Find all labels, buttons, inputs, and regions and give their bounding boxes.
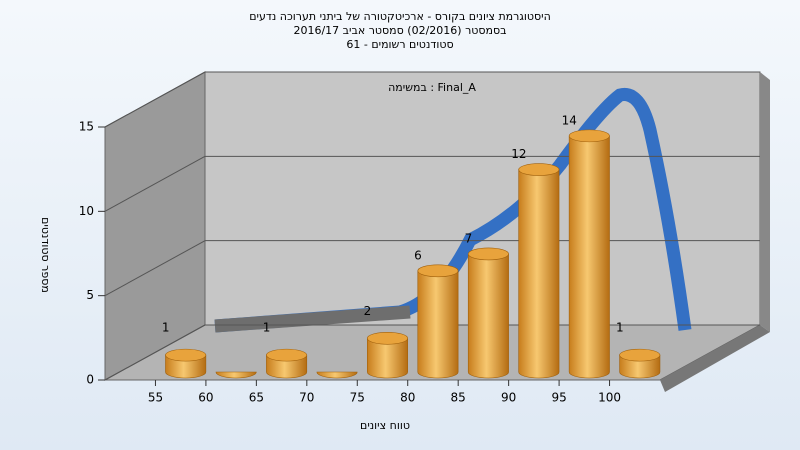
data-label: 1 <box>616 321 624 335</box>
bar <box>467 253 509 379</box>
y-tick-label: 15 <box>79 120 94 134</box>
annotation: במשימה : Final_A <box>388 81 476 94</box>
bar <box>518 169 560 379</box>
bar <box>215 371 257 379</box>
x-tick-label: 95 <box>551 391 566 405</box>
x-tick-label: 55 <box>148 391 163 405</box>
bar-top <box>518 163 560 176</box>
distribution-curve <box>214 87 692 333</box>
bar-top <box>266 348 308 362</box>
data-label: 1 <box>162 321 170 335</box>
grid-line <box>104 240 206 297</box>
title-line: בסמסטר (02/2016) סמסטר אביב 2016/17 <box>293 24 506 37</box>
y-tick-label: 0 <box>86 373 94 387</box>
data-label: 7 <box>465 231 473 245</box>
bar-top <box>619 348 661 362</box>
bar <box>367 337 408 379</box>
data-label: 14 <box>562 113 577 127</box>
x-tick-label: 90 <box>501 391 516 405</box>
bar-top <box>467 247 509 261</box>
x-tick-label: 65 <box>249 391 264 405</box>
bar <box>316 371 358 379</box>
y-axis-label: מספר סטודנטים <box>39 217 52 293</box>
x-axis-label: טווח ציונים <box>360 419 410 432</box>
data-label: 6 <box>414 248 422 262</box>
grid-line <box>104 324 206 381</box>
y-tick-label: 5 <box>86 288 94 302</box>
title-line: היסטוגרמת ציונים בקורס - ארכיטקטורה של ב… <box>249 10 551 23</box>
x-tick-label: 100 <box>598 391 621 405</box>
bar-top <box>568 129 610 143</box>
bar-top <box>165 348 207 362</box>
data-label: 12 <box>511 147 526 161</box>
bar <box>266 354 308 379</box>
x-tick-label: 80 <box>400 391 415 405</box>
x-tick-label: 85 <box>451 391 466 405</box>
x-tick-label: 75 <box>350 391 365 405</box>
title-line: סטודנטים רשומים - 61 <box>346 38 453 51</box>
y-tick-label: 10 <box>79 204 94 218</box>
bar-top <box>417 264 459 278</box>
bar <box>568 135 610 379</box>
floor-edge <box>660 325 770 392</box>
x-tick-label: 70 <box>299 391 314 405</box>
data-label: 2 <box>364 304 372 318</box>
bar <box>165 354 207 379</box>
wall-edge <box>760 72 770 332</box>
distribution-curve-shadow <box>214 305 411 333</box>
bar <box>619 354 661 379</box>
data-label: 1 <box>263 321 271 335</box>
bar <box>417 270 459 379</box>
bar-top <box>367 331 408 345</box>
grid-line <box>104 155 206 212</box>
x-tick-label: 60 <box>198 391 213 405</box>
grid-line <box>104 71 206 128</box>
